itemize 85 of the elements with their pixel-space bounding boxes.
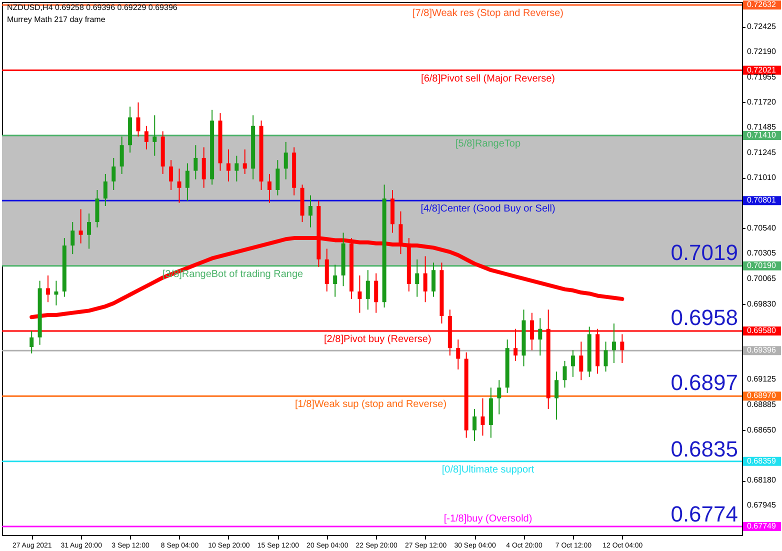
candlestick: [120, 136, 124, 174]
candlestick: [202, 146, 206, 188]
ref-line-label: [7/8]Weak res (Stop and Reverse): [412, 8, 564, 19]
y-tick-label: 0.70540: [747, 223, 776, 232]
candlestick: [169, 160, 174, 190]
ref-line-label: [4/8]Center (Good Buy or Sell): [420, 204, 556, 215]
chart-title: NZDUSD,H4 0.69258 0.69396 0.69229 0.69396: [7, 3, 178, 12]
candlestick: [423, 256, 428, 303]
candlestick: [620, 334, 624, 364]
y-tick-label: 0.70065: [747, 274, 776, 284]
candlestick: [579, 341, 584, 381]
candlestick: [276, 160, 280, 196]
candlestick: [432, 262, 436, 298]
y-tick-label: 0.70190: [747, 260, 776, 270]
candlestick: [226, 148, 230, 182]
y-tick-label: 0.67749: [747, 522, 776, 531]
annotation: 0.7019: [670, 240, 738, 265]
candlestick: [366, 270, 370, 310]
candlestick: [144, 125, 148, 150]
y-tick-label: 0.71410: [747, 130, 776, 140]
candlestick: [30, 330, 34, 354]
candlestick: [267, 173, 272, 204]
candlestick: [95, 189, 100, 228]
candlestick: [87, 212, 92, 250]
annotation: 0.6897: [670, 370, 738, 396]
y-tick-label: 0.71720: [747, 97, 776, 106]
candlestick: [54, 280, 58, 306]
y-tick-label: 0.68180: [747, 476, 776, 485]
y-tick-label: 0.69125: [747, 374, 776, 384]
y-tick-label: 0.68359: [747, 456, 776, 466]
candlestick: [284, 141, 288, 180]
candlestick: [415, 258, 420, 298]
candlestick: [70, 222, 75, 255]
candlestick: [472, 408, 477, 442]
candlestick: [538, 318, 542, 356]
ref-line-label: [1/8]Weak sup (stop and Reverse): [294, 399, 447, 410]
candlestick: [78, 208, 83, 244]
annotation: 0.6835: [670, 436, 738, 462]
candlestick: [242, 148, 247, 174]
candlestick: [136, 102, 140, 138]
y-tick-label: 0.72632: [747, 0, 776, 9]
candlestick: [570, 350, 575, 378]
y-tick-label: 0.68650: [747, 425, 776, 434]
candlestick: [112, 157, 116, 190]
y-tick-label: 0.69580: [747, 326, 776, 335]
candlestick: [152, 114, 157, 156]
candlestick: [497, 380, 502, 415]
y-tick-label: 0.68970: [747, 391, 776, 400]
ref-line-label: [0/8]Ultimate support: [442, 464, 534, 476]
y-tick-label: 0.70801: [747, 196, 776, 205]
candlestick: [308, 194, 312, 228]
candlestick: [46, 274, 50, 303]
candlestick: [358, 274, 362, 314]
ref-line-label: [5/8]RangeTop: [455, 138, 521, 150]
ref-line-label: [6/8]Pivot sell (Major Reverse): [421, 73, 555, 84]
ref-line-label: [2/8]Pivot buy (Reverse): [324, 334, 432, 345]
candlestick: [177, 168, 182, 204]
candlestick: [562, 360, 567, 388]
y-tick-label: 0.68885: [747, 400, 776, 410]
candlestick: [480, 398, 485, 436]
candlestick: [604, 341, 608, 372]
candlestick: [185, 162, 190, 202]
annotation: 0.6958: [670, 304, 738, 330]
y-tick-label: 0.69396: [747, 346, 776, 355]
candlestick: [612, 323, 616, 364]
y-tick-label: 0.69830: [747, 299, 776, 308]
candlestick: [333, 264, 338, 298]
candlestick: [103, 173, 108, 207]
text: Murrey Math 217 day frame: [7, 15, 106, 24]
y-tick-label: 0.71245: [747, 148, 776, 158]
ref-line-label: [-1/8]buy (Oversold): [444, 514, 532, 525]
y-tick-label: 0.70305: [747, 248, 776, 258]
y-tick-label: 0.67945: [747, 500, 776, 510]
candlestick: [194, 144, 198, 180]
y-tick-label: 0.71955: [747, 72, 776, 82]
candlestick: [234, 155, 239, 182]
y-tick-label: 0.72021: [747, 65, 776, 74]
y-tick-label: 0.71010: [747, 173, 776, 182]
y-tick-label: 0.72425: [747, 22, 776, 32]
candlestick: [374, 272, 378, 314]
annotation: 0.6774: [670, 502, 738, 527]
candlestick: [456, 339, 460, 370]
y-tick-label: 0.71485: [747, 122, 776, 132]
candlestick: [554, 371, 559, 420]
y-tick-label: 0.72190: [747, 47, 776, 56]
